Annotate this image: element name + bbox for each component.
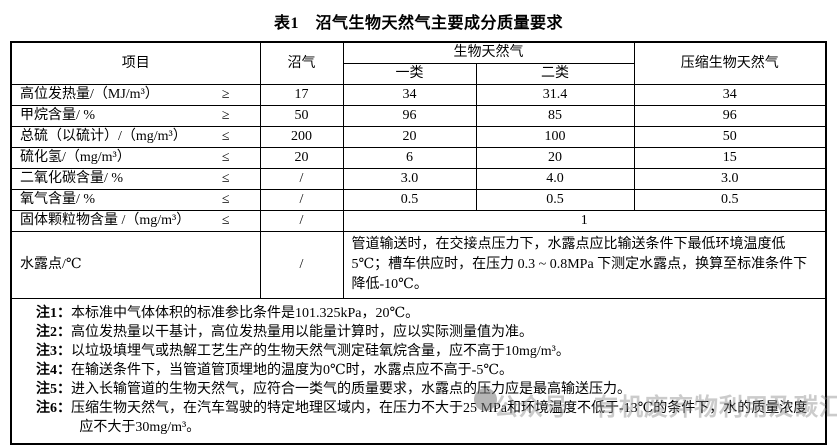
cell-biogas: 20 [259, 147, 344, 169]
operator: ≥ [221, 108, 230, 123]
note-item: 注1：本标准中气体体积的标准参比条件是101.325kPa，20℃。 [36, 304, 811, 323]
cell-cbng: 0.5 [633, 189, 827, 211]
note-label: 注2： [36, 325, 71, 340]
quality-requirements-table: 项目 沼气 生物天然气 压缩生物天然气 一类 二类 高位发热量/（MJ/m³） ≥… [10, 41, 827, 445]
item-label: 总硫（以硫计）/（mg/m³） [20, 129, 187, 144]
header-class-2: 二类 [475, 63, 635, 85]
header-row-1: 项目 沼气 生物天然气 压缩生物天然气 [10, 41, 827, 85]
header-bio-natural-gas-group: 生物天然气 [342, 41, 635, 64]
cell-merged-value: 1 [342, 210, 827, 232]
item-cell: 总硫（以硫计）/（mg/m³） ≤ [10, 126, 261, 148]
cell-class2: 85 [475, 105, 635, 127]
cell-biogas: 17 [259, 84, 344, 106]
operator: ≤ [221, 129, 230, 144]
table-row: 硫化氢/（mg/m³） ≤ 20 6 20 15 [10, 147, 827, 169]
table-row: 高位发热量/（MJ/m³） ≥ 17 34 31.4 34 [10, 84, 827, 106]
header-class-1: 一类 [342, 63, 477, 85]
operator: ≥ [221, 87, 230, 102]
item-label: 固体颗粒物含量 /（mg/m³） [20, 213, 191, 228]
cell-biogas: 200 [259, 126, 344, 148]
item-label: 高位发热量/（MJ/m³） [20, 87, 159, 102]
table-row-particulates: 固体颗粒物含量 /（mg/m³） ≤ / 1 [10, 210, 827, 232]
item-cell: 高位发热量/（MJ/m³） ≥ [10, 84, 261, 106]
item-label: 甲烷含量/ % [20, 108, 96, 123]
cell-class1: 34 [342, 84, 477, 106]
operator: ≤ [221, 150, 230, 165]
item-label: 水露点/℃ [20, 257, 82, 272]
note-item: 注6：压缩生物天然气，在汽车驾驶的特定地理区域内，在压力不大于25 MPa和环境… [36, 399, 811, 437]
note-text: 以垃圾填埋气或热解工艺生产的生物天然气测定硅氧烷含量，应不高于10mg/m³。 [71, 344, 570, 359]
note-text: 本标准中气体体积的标准参比条件是101.325kPa，20℃。 [71, 306, 420, 321]
note-text: 在输送条件下，当管道管顶埋地的温度为0℃时，水露点应不高于-5℃。 [71, 363, 513, 378]
watermark-logo-icon [474, 388, 497, 411]
item-label: 氧气含量/ % [20, 192, 96, 207]
cell-biogas: / [259, 189, 344, 211]
cell-dewpoint-description: 管道输送时，在交接点压力下，水露点应比输送条件下最低环境温度低 5℃；槽车供应时… [342, 231, 827, 299]
item-cell: 水露点/℃ [10, 231, 261, 299]
note-label: 注5： [36, 382, 71, 397]
table-row: 总硫（以硫计）/（mg/m³） ≤ 200 20 100 50 [10, 126, 827, 148]
header-item: 项目 [10, 41, 261, 85]
note-item: 注4：在输送条件下，当管道管顶埋地的温度为0℃时，水露点应不高于-5℃。 [36, 361, 811, 380]
note-label: 注1： [36, 306, 71, 321]
item-cell: 氧气含量/ % ≤ [10, 189, 261, 211]
notes-section: 注1：本标准中气体体积的标准参比条件是101.325kPa，20℃。 注2：高位… [10, 298, 827, 445]
operator: ≤ [221, 171, 230, 186]
cell-biogas: 50 [259, 105, 344, 127]
cell-class1: 96 [342, 105, 477, 127]
table-title: 表1 沼气生物天然气主要成分质量要求 [273, 15, 563, 32]
item-label: 二氧化碳含量/ % [20, 171, 124, 186]
table-row: 氧气含量/ % ≤ / 0.5 0.5 0.5 [10, 189, 827, 211]
cell-class2: 20 [475, 147, 635, 169]
item-cell: 甲烷含量/ % ≥ [10, 105, 261, 127]
cell-class2: 4.0 [475, 168, 635, 190]
note-label: 注6： [36, 401, 71, 416]
watermark-text: 公众号 有机废弃物利用及碳汇 [494, 395, 837, 421]
header-biogas: 沼气 [259, 41, 344, 85]
cell-cbng: 50 [633, 126, 827, 148]
cell-class1: 0.5 [342, 189, 477, 211]
operator: ≤ [221, 213, 230, 228]
cell-class2: 100 [475, 126, 635, 148]
notes-row: 注1：本标准中气体体积的标准参比条件是101.325kPa，20℃。 注2：高位… [10, 298, 827, 445]
table-header: 项目 沼气 生物天然气 压缩生物天然气 一类 二类 [10, 41, 827, 85]
item-cell: 硫化氢/（mg/m³） ≤ [10, 147, 261, 169]
cell-cbng: 34 [633, 84, 827, 106]
note-item: 注3：以垃圾填埋气或热解工艺生产的生物天然气测定硅氧烷含量，应不高于10mg/m… [36, 342, 811, 361]
cell-cbng: 3.0 [633, 168, 827, 190]
item-cell: 二氧化碳含量/ % ≤ [10, 168, 261, 190]
item-cell: 固体颗粒物含量 /（mg/m³） ≤ [10, 210, 261, 232]
cell-biogas: / [259, 231, 344, 299]
note-item: 注2：高位发热量以干基计，高位发热量用以能量计算时，应以实际测量值为准。 [36, 323, 811, 342]
cell-class2: 0.5 [475, 189, 635, 211]
cell-biogas: / [259, 168, 344, 190]
cell-cbng: 96 [633, 105, 827, 127]
cell-class1: 20 [342, 126, 477, 148]
cell-biogas: / [259, 210, 344, 232]
item-label: 硫化氢/（mg/m³） [20, 150, 131, 165]
table-row: 二氧化碳含量/ % ≤ / 3.0 4.0 3.0 [10, 168, 827, 190]
table-row-dewpoint: 水露点/℃ / 管道输送时，在交接点压力下，水露点应比输送条件下最低环境温度低 … [10, 231, 827, 299]
cell-class1: 6 [342, 147, 477, 169]
operator: ≤ [221, 192, 230, 207]
cell-class2: 31.4 [475, 84, 635, 106]
cell-cbng: 15 [633, 147, 827, 169]
cell-class1: 3.0 [342, 168, 477, 190]
note-label: 注4： [36, 363, 71, 378]
note-label: 注3： [36, 344, 71, 359]
document-page: 表1 沼气生物天然气主要成分质量要求 项目 沼气 生物天然气 压缩生物天然气 一… [10, 15, 837, 445]
note-text: 高位发热量以干基计，高位发热量用以能量计算时，应以实际测量值为准。 [71, 325, 533, 340]
note-text: 压缩生物天然气，在汽车驾驶的特定地理区域内，在压力不大于25 MPa和环境温度不… [71, 401, 808, 435]
table-row: 甲烷含量/ % ≥ 50 96 85 96 [10, 105, 827, 127]
header-compressed-bng: 压缩生物天然气 [633, 41, 827, 85]
